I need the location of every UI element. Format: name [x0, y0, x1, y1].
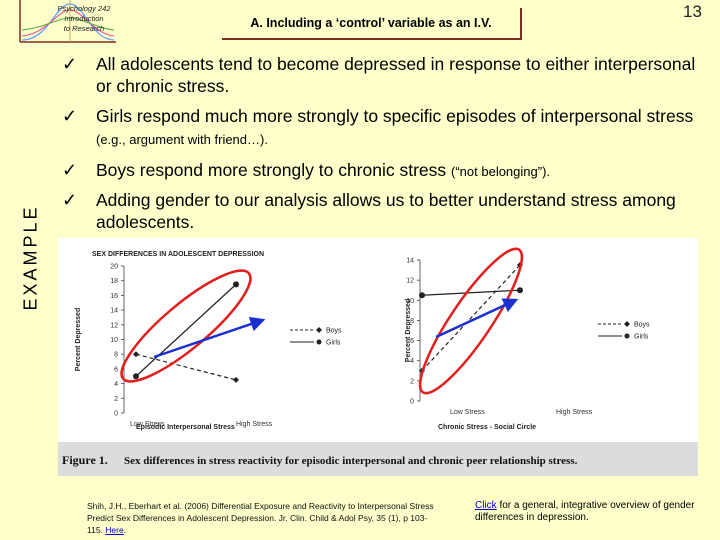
left-chart-title: SEX DIFFERENCES IN ADOLESCENT DEPRESSION	[92, 251, 264, 258]
overview-note: Click for a general, integrative overvie…	[475, 500, 700, 524]
figure-sex-differences: SEX DIFFERENCES IN ADOLESCENT DEPRESSION…	[58, 238, 698, 476]
data-point-boys	[233, 376, 239, 383]
bullet-note: (“not belonging”).	[451, 164, 551, 179]
series-line-girls	[135, 283, 237, 377]
y-tick-label: 20	[110, 264, 118, 271]
figure-label: Figure 1.	[62, 453, 108, 467]
data-point-girls	[233, 281, 239, 288]
citation-link[interactable]: Here	[105, 525, 124, 535]
annotation-arrow-icon	[435, 298, 519, 339]
bullet-item: ✓ Girls respond much more strongly to sp…	[62, 105, 702, 151]
y-tick-label: 6	[410, 338, 414, 345]
x-category-label: Low Stress	[130, 421, 165, 428]
data-point-girls	[517, 287, 523, 294]
y-tick-label: 18	[110, 278, 118, 285]
series-line-boys	[421, 264, 521, 372]
x-category-label: High Stress	[556, 409, 593, 416]
bullet-text: All adolescents tend to become depressed…	[96, 54, 696, 96]
legend-label: Girls	[326, 340, 341, 347]
course-label: Psychology 242 Introduction to Research	[44, 4, 124, 34]
y-tick-label: 12	[406, 278, 414, 285]
y-tick-label: 8	[114, 352, 118, 359]
x-category-label: Low Stress	[450, 409, 485, 416]
legend-marker	[624, 333, 630, 339]
caption-band	[58, 442, 698, 476]
course-line: Introduction	[64, 14, 104, 23]
bullet-note: (e.g., argument with friend…).	[96, 132, 268, 147]
y-tick-label: 2	[114, 396, 118, 403]
slide-number: 13	[683, 2, 702, 21]
series-line-girls	[421, 289, 521, 296]
bullet-text: Girls respond much more strongly to spec…	[96, 106, 694, 126]
checkmark-icon: ✓	[62, 54, 78, 74]
bullet-text: Adding gender to our analysis allows us …	[96, 190, 676, 232]
slide-title: A. Including a ‘control’ variable as an …	[222, 8, 522, 40]
bullet-item: ✓ All adolescents tend to become depress…	[62, 53, 702, 99]
legend-marker	[316, 327, 322, 333]
overview-link[interactable]: Click	[475, 500, 497, 511]
y-tick-label: 12	[110, 322, 118, 329]
y-tick-label: 4	[114, 381, 118, 388]
figure-caption: Sex differences in stress reactivity for…	[124, 455, 578, 467]
legend-marker	[316, 339, 322, 345]
x-axis-label: Chronic Stress - Social Circle	[438, 424, 536, 431]
y-axis-label: Percent Depressed	[75, 308, 82, 371]
annotation-ellipse	[418, 247, 524, 395]
checkmark-icon: ✓	[62, 190, 78, 210]
y-tick-label: 16	[110, 293, 118, 300]
chart-1: 0 2 4 6 8 10 12 14 16 18 20 Percent Depressed Low St…	[75, 264, 342, 432]
y-tick-label: 6	[114, 366, 118, 373]
y-tick-label: 10	[406, 298, 414, 305]
y-tick-label: 8	[410, 318, 414, 325]
checkmark-icon: ✓	[62, 106, 78, 126]
bullet-item: ✓ Adding gender to our analysis allows u…	[62, 189, 702, 235]
y-tick-label: 0	[114, 411, 118, 418]
data-point-boys	[133, 351, 139, 358]
x-axis-label: Episodic Interpersonal Stress	[136, 424, 235, 431]
y-axis-label: Percent Depressed	[405, 299, 412, 362]
course-line: Psychology 242	[57, 4, 111, 13]
legend-marker	[624, 321, 630, 327]
course-line: to Research	[63, 24, 105, 33]
citation-text: Shih, J.H., Eberhart et al. (2006) Diffe…	[87, 501, 434, 535]
side-label: EXAMPLE	[12, 180, 50, 340]
y-tick-label: 10	[110, 337, 118, 344]
bullet-item: ✓ Boys respond more strongly to chronic …	[62, 159, 702, 183]
legend-label: Girls	[634, 334, 649, 341]
data-point-girls	[419, 292, 425, 299]
side-label-text: EXAMPLE	[20, 204, 41, 311]
legend-label: Boys	[634, 322, 650, 329]
bullet-text: Boys respond more strongly to chronic st…	[96, 160, 452, 180]
y-tick-label: 0	[410, 399, 414, 406]
overview-text: for a general, integrative overview of g…	[475, 500, 695, 523]
citation-suffix: .	[123, 525, 127, 535]
data-point-girls	[133, 373, 139, 380]
y-tick-label: 4	[410, 358, 414, 365]
course-logo-icon	[18, 0, 116, 44]
annotation-ellipse	[120, 269, 252, 383]
y-tick-label: 14	[406, 258, 414, 265]
checkmark-icon: ✓	[62, 160, 78, 180]
series-line-boys	[135, 353, 237, 381]
x-category-label: High Stress	[236, 421, 273, 428]
legend-label: Boys	[326, 328, 342, 335]
citation: Shih, J.H., Eberhart et al. (2006) Diffe…	[87, 500, 442, 536]
y-tick-label: 14	[110, 308, 118, 315]
y-tick-label: 2	[410, 378, 414, 385]
annotation-arrow-icon	[153, 316, 266, 359]
